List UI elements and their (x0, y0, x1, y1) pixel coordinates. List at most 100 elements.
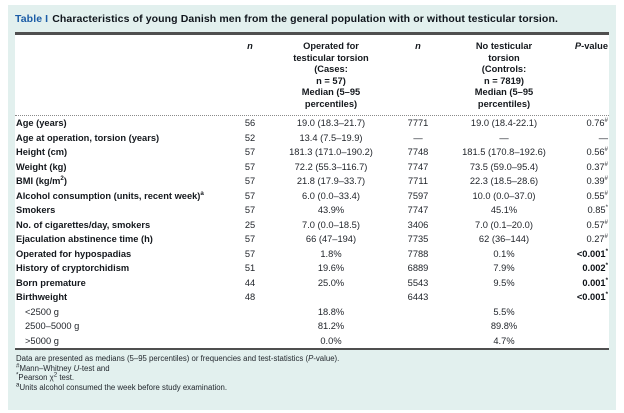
row-label: Height (cm) (16, 147, 68, 157)
cell-pvalue: 0.76# (586, 116, 608, 128)
header-controls-line: Median (5–95 (474, 87, 534, 97)
cell-n-controls (395, 319, 441, 334)
table-row: Operated for hypospadias 57 1.8% 7788 0.1% <0… (15, 247, 609, 262)
cell-cases-value: 1.8% (320, 248, 342, 259)
cell-pvalue: 0.37# (586, 160, 608, 172)
cell-controls-value: 62 (36–144) (478, 234, 530, 244)
cell-pvalue: 0.002* (582, 261, 608, 273)
cell-n-cases: 57 (244, 147, 256, 157)
cell-pvalue: 0.56# (586, 145, 608, 157)
table-number: Table I (15, 13, 49, 25)
cell-controls-value: 181.5 (170.8–192.6) (462, 147, 546, 157)
cell-n-cases (233, 305, 267, 320)
cell-pvalue: 0.39# (586, 174, 608, 186)
table-row: 2500–5000 g 81.2% 89.8% (15, 319, 609, 334)
header-cases-column: Operated for testicular torsion (Cases: n =… (267, 41, 395, 110)
cell-cases-value: 21.8 (17.9–33.7) (296, 176, 366, 186)
cell-n-controls: 7711 (408, 176, 428, 186)
cell-pvalue: 0.57# (586, 218, 608, 230)
row-label: Alcohol consumption (units, recent week)… (16, 189, 204, 201)
cell-cases-value: 25.0% (317, 277, 345, 288)
cell-cases-value: 19.0 (18.3–21.7) (296, 118, 366, 128)
row-label: BMI (kg/m2) (16, 174, 67, 186)
cell-controls-value (441, 290, 567, 305)
row-label: Age (years) (16, 118, 67, 128)
cell-cases-value: 72.2 (55.3–116.7) (294, 161, 368, 172)
row-label: Weight (kg) (16, 161, 67, 172)
cell-controls-value: 4.7% (493, 335, 515, 346)
cell-n-controls: 5543 (407, 277, 429, 288)
cell-n-controls: 7748 (407, 147, 429, 157)
cell-controls-value: 10.0 (0.0–37.0) (472, 190, 536, 201)
cell-controls-value: 45.1% (490, 205, 518, 215)
row-label: No. of cigarettes/day, smokers (16, 219, 151, 230)
cell-n-cases: 57 (244, 205, 256, 215)
table-footnotes: Data are presented as medians (5–95 perc… (15, 354, 609, 392)
cell-n-cases: 52 (244, 132, 256, 143)
header-cases-line: n = 57) (316, 75, 346, 86)
row-label: Born premature (16, 277, 86, 288)
cell-n-controls: 7747 (407, 161, 429, 172)
cell-n-cases: 57 (244, 176, 256, 186)
cell-controls-value: — (499, 132, 509, 143)
cell-n-cases: 51 (244, 263, 256, 273)
header-controls-line: (Controls: (481, 64, 527, 74)
cell-n-controls: 7788 (407, 248, 429, 259)
cell-controls-value: 22.3 (18.5–28.6) (469, 176, 539, 186)
cell-n-cases: 57 (244, 248, 256, 259)
header-cases-line: (Cases: (314, 64, 348, 74)
header-row-label (15, 41, 233, 110)
cell-n-controls: 6443 (407, 292, 429, 302)
table-content: n Operated for testicular torsion (Cases: n… (15, 32, 609, 350)
cell-cases-value: 66 (47–194) (305, 234, 357, 244)
table-row: Birthweight 48 6443 <0.001* (15, 290, 609, 305)
cell-cases-value: 7.0 (0.0–18.5) (302, 219, 360, 230)
cell-pvalue (567, 334, 609, 349)
table-row: >5000 g 0.0% 4.7% (15, 334, 609, 349)
table-row: Age at operation, torsion (years) 52 13.4 … (15, 131, 609, 146)
cell-n-cases: 57 (244, 161, 256, 172)
cell-n-cases: 48 (244, 292, 256, 302)
footnote-line: #Mann–Whitney U-test and (16, 362, 110, 373)
cell-controls-value: 7.9% (493, 263, 515, 273)
header-pvalue: P-value (574, 41, 608, 51)
cell-n-cases: 57 (244, 190, 256, 201)
header-controls-line: torsion (488, 52, 520, 63)
cell-pvalue: <0.001* (576, 290, 608, 302)
cell-pvalue: 0.001* (582, 276, 608, 288)
cell-n-controls (395, 334, 441, 349)
cell-controls-value: 73.5 (59.0–95.4) (469, 161, 539, 172)
cell-cases-value: 81.2% (317, 321, 345, 331)
table-caption: Table I Characteristics of young Danish m… (15, 13, 609, 26)
table-header-row: n Operated for testicular torsion (Cases: n… (15, 35, 609, 116)
table-row: Ejaculation abstinence time (h) 57 66 (47–… (15, 232, 609, 247)
table-row: Height (cm) 57 181.3 (171.0–190.2) 7748 181.… (15, 145, 609, 160)
cell-n-controls: 7597 (407, 190, 429, 201)
header-controls-column: No testicular torsion (Controls: n = 7819) M… (441, 41, 567, 110)
cell-controls-value: 5.5% (493, 306, 515, 317)
cell-pvalue: 0.55# (586, 189, 608, 201)
cell-n-controls: 6889 (407, 263, 429, 273)
row-label: Age at operation, torsion (years) (16, 132, 160, 143)
row-label: Operated for hypospadias (16, 248, 132, 259)
cell-n-cases: 25 (244, 219, 256, 230)
row-label: Ejaculation abstinence time (h) (16, 234, 153, 244)
row-label: 2500–5000 g (25, 321, 80, 331)
header-cases-line: Median (5–95 (301, 87, 361, 97)
table-row: Age (years) 56 19.0 (18.3–21.7) 7771 19.0 (1… (15, 116, 609, 131)
cell-pvalue: — (598, 132, 608, 143)
footnote-line: *Pearson χ2 test. (16, 371, 75, 383)
cell-n-controls: 3406 (407, 219, 429, 230)
cell-cases-value (267, 290, 395, 305)
table-body: Age (years) 56 19.0 (18.3–21.7) 7771 19.0 (1… (15, 116, 609, 348)
cell-cases-value: 6.0 (0.0–33.4) (302, 190, 360, 201)
cell-controls-value: 9.5% (493, 277, 515, 288)
footnote-line: aUnits alcohol consumed the week before … (16, 381, 228, 392)
header-n-cases: n (247, 41, 253, 51)
table-row: <2500 g 18.8% 5.5% (15, 305, 609, 320)
header-controls-line: n = 7819) (483, 75, 525, 86)
header-controls-line: No testicular (475, 41, 533, 51)
cell-n-cases (233, 319, 267, 334)
cell-n-cases: 56 (244, 118, 256, 128)
row-label: <2500 g (25, 306, 59, 317)
